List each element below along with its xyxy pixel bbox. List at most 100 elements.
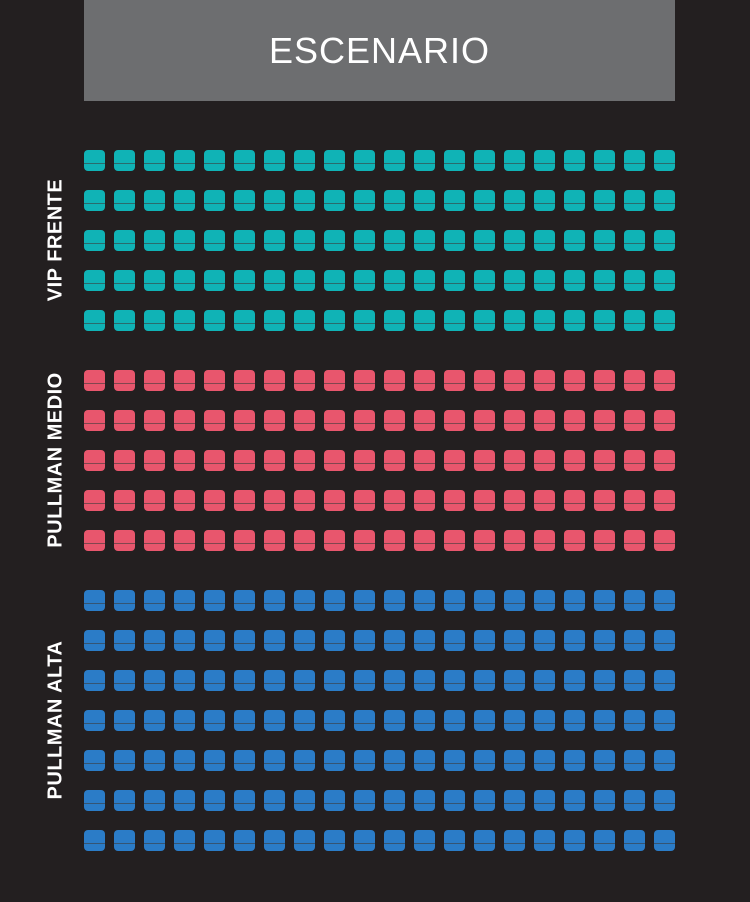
seat[interactable] xyxy=(624,150,645,171)
seat[interactable] xyxy=(234,370,255,391)
seat[interactable] xyxy=(324,750,345,771)
seat[interactable] xyxy=(654,270,675,291)
seat[interactable] xyxy=(234,590,255,611)
seat[interactable] xyxy=(414,670,435,691)
seat[interactable] xyxy=(174,490,195,511)
seat[interactable] xyxy=(234,710,255,731)
seat[interactable] xyxy=(384,310,405,331)
seat[interactable] xyxy=(264,270,285,291)
seat[interactable] xyxy=(474,630,495,651)
seat[interactable] xyxy=(84,310,105,331)
seat[interactable] xyxy=(384,230,405,251)
seat[interactable] xyxy=(474,370,495,391)
seat[interactable] xyxy=(354,830,375,851)
seat[interactable] xyxy=(114,230,135,251)
seat[interactable] xyxy=(624,310,645,331)
seat[interactable] xyxy=(264,530,285,551)
seat[interactable] xyxy=(324,630,345,651)
seat[interactable] xyxy=(234,410,255,431)
seat[interactable] xyxy=(174,310,195,331)
seat[interactable] xyxy=(324,450,345,471)
seat[interactable] xyxy=(174,750,195,771)
seat[interactable] xyxy=(594,230,615,251)
seat[interactable] xyxy=(414,230,435,251)
seat[interactable] xyxy=(264,230,285,251)
seat[interactable] xyxy=(534,310,555,331)
seat[interactable] xyxy=(504,410,525,431)
seat[interactable] xyxy=(534,830,555,851)
seat[interactable] xyxy=(204,230,225,251)
seat[interactable] xyxy=(354,310,375,331)
seat[interactable] xyxy=(204,270,225,291)
seat[interactable] xyxy=(354,450,375,471)
seat[interactable] xyxy=(504,830,525,851)
seat[interactable] xyxy=(204,670,225,691)
seat[interactable] xyxy=(594,190,615,211)
seat[interactable] xyxy=(444,410,465,431)
seat[interactable] xyxy=(504,450,525,471)
seat[interactable] xyxy=(234,450,255,471)
seat[interactable] xyxy=(324,490,345,511)
seat[interactable] xyxy=(594,590,615,611)
seat[interactable] xyxy=(384,790,405,811)
seat[interactable] xyxy=(114,370,135,391)
seat[interactable] xyxy=(594,750,615,771)
seat[interactable] xyxy=(444,370,465,391)
seat[interactable] xyxy=(324,590,345,611)
seat[interactable] xyxy=(564,710,585,731)
seat[interactable] xyxy=(84,530,105,551)
seat[interactable] xyxy=(204,310,225,331)
seat[interactable] xyxy=(84,790,105,811)
seat[interactable] xyxy=(504,230,525,251)
seat[interactable] xyxy=(144,370,165,391)
seat[interactable] xyxy=(354,230,375,251)
seat[interactable] xyxy=(444,490,465,511)
seat[interactable] xyxy=(204,490,225,511)
seat[interactable] xyxy=(294,750,315,771)
seat[interactable] xyxy=(354,630,375,651)
seat[interactable] xyxy=(294,670,315,691)
seat[interactable] xyxy=(114,710,135,731)
seat[interactable] xyxy=(414,190,435,211)
seat[interactable] xyxy=(324,710,345,731)
seat[interactable] xyxy=(264,310,285,331)
seat[interactable] xyxy=(594,270,615,291)
seat[interactable] xyxy=(204,370,225,391)
seat[interactable] xyxy=(174,450,195,471)
seat[interactable] xyxy=(324,530,345,551)
seat[interactable] xyxy=(324,310,345,331)
seat[interactable] xyxy=(624,830,645,851)
seat[interactable] xyxy=(534,590,555,611)
seat[interactable] xyxy=(444,230,465,251)
seat[interactable] xyxy=(384,490,405,511)
seat[interactable] xyxy=(414,410,435,431)
seat[interactable] xyxy=(84,750,105,771)
seat[interactable] xyxy=(534,630,555,651)
seat[interactable] xyxy=(654,230,675,251)
seat[interactable] xyxy=(384,670,405,691)
seat[interactable] xyxy=(294,490,315,511)
seat[interactable] xyxy=(174,790,195,811)
seat[interactable] xyxy=(294,530,315,551)
seat[interactable] xyxy=(564,190,585,211)
seat[interactable] xyxy=(294,230,315,251)
seat[interactable] xyxy=(294,830,315,851)
seat[interactable] xyxy=(264,370,285,391)
seat[interactable] xyxy=(354,190,375,211)
seat[interactable] xyxy=(114,310,135,331)
seat[interactable] xyxy=(444,150,465,171)
seat[interactable] xyxy=(144,670,165,691)
seat[interactable] xyxy=(624,710,645,731)
seat[interactable] xyxy=(624,750,645,771)
seat[interactable] xyxy=(564,790,585,811)
seat[interactable] xyxy=(384,750,405,771)
seat[interactable] xyxy=(204,190,225,211)
seat[interactable] xyxy=(204,750,225,771)
seat[interactable] xyxy=(234,190,255,211)
seat[interactable] xyxy=(144,790,165,811)
seat[interactable] xyxy=(294,410,315,431)
seat[interactable] xyxy=(624,790,645,811)
seat[interactable] xyxy=(84,670,105,691)
seat[interactable] xyxy=(144,230,165,251)
seat[interactable] xyxy=(444,790,465,811)
